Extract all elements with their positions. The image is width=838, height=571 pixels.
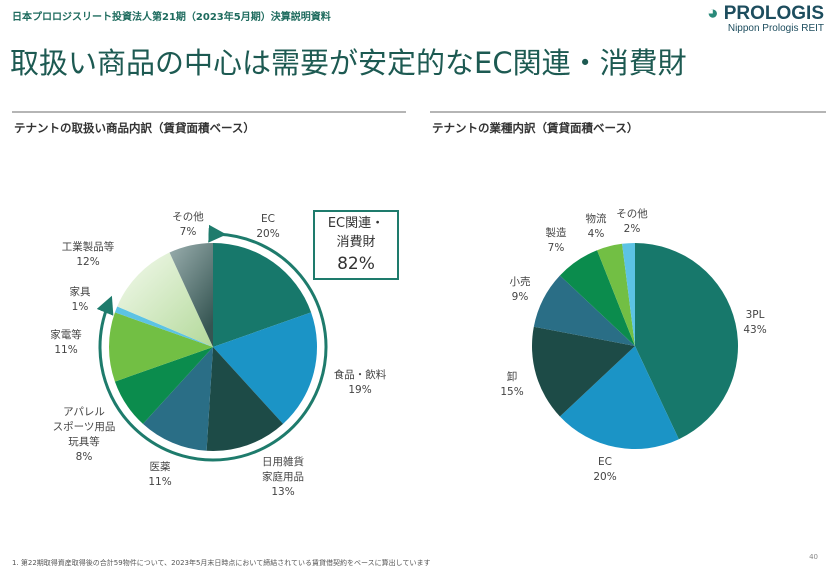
slice-label: 3PL 43% bbox=[743, 309, 767, 336]
pie-slice bbox=[213, 243, 312, 347]
slice-label: 物流 4% bbox=[585, 213, 607, 240]
pie-slice bbox=[532, 326, 635, 417]
slice-label: 家具 1% bbox=[69, 286, 91, 313]
ec-consumer-callout: EC関連・ 消費財 82% bbox=[313, 210, 399, 280]
slice-label: EC 20% bbox=[256, 213, 280, 240]
footnote: 1. 第22期取得資産取得後の合計59物件について、2023年5月末日時点におい… bbox=[12, 559, 431, 567]
page-title: 取扱い商品の中心は需要が安定的なEC関連・消費財 bbox=[10, 46, 687, 80]
pie-slice bbox=[114, 306, 213, 347]
pie-slice bbox=[622, 243, 635, 346]
slice-label: その他 2% bbox=[616, 208, 648, 235]
divider bbox=[12, 111, 406, 113]
slice-label: 医薬 11% bbox=[148, 461, 172, 488]
slice-label: 食品・飲料 19% bbox=[333, 369, 387, 396]
slice-label: その他 7% bbox=[172, 211, 204, 238]
slice-label: 小売 9% bbox=[509, 276, 531, 303]
slice-label: 家電等 11% bbox=[50, 329, 82, 356]
chart-title-industry: テナントの業種内訳（賃貸面積ベース） bbox=[432, 121, 639, 135]
page-number: 40 bbox=[809, 553, 818, 561]
pie-slice bbox=[559, 250, 635, 346]
slice-label: アパレル スポーツ用品 玩具等 8% bbox=[52, 406, 116, 463]
globe-icon: ◕ bbox=[706, 3, 719, 24]
slice-label: 卸 15% bbox=[500, 371, 524, 398]
slice-label: 工業製品等 12% bbox=[61, 241, 115, 268]
pie-slice bbox=[142, 347, 213, 451]
document-header: 日本プロロジスリート投資法人第21期（2023年5月期）決算説明資料 bbox=[12, 12, 331, 23]
divider bbox=[430, 111, 826, 113]
pie-slice bbox=[206, 347, 284, 451]
pie-slice bbox=[533, 275, 635, 346]
pie-slice bbox=[635, 243, 739, 440]
pie-slice bbox=[109, 312, 213, 382]
pie-slice bbox=[213, 312, 318, 424]
slice-label: 日用雑貨 家庭用品 13% bbox=[262, 456, 304, 498]
bracket-arrow-arc bbox=[96, 224, 328, 462]
pie-slice bbox=[559, 346, 679, 449]
slice-label: 製造 7% bbox=[545, 227, 567, 254]
prologis-logo: ◕ PROLOGIS Nippon Prologis REIT bbox=[706, 3, 824, 34]
chart-title-products: テナントの取扱い商品内訳（賃貸面積ベース） bbox=[14, 121, 255, 135]
pie-slice bbox=[114, 347, 213, 424]
slice-label: EC 20% bbox=[593, 456, 617, 483]
pie-slice bbox=[597, 243, 635, 346]
